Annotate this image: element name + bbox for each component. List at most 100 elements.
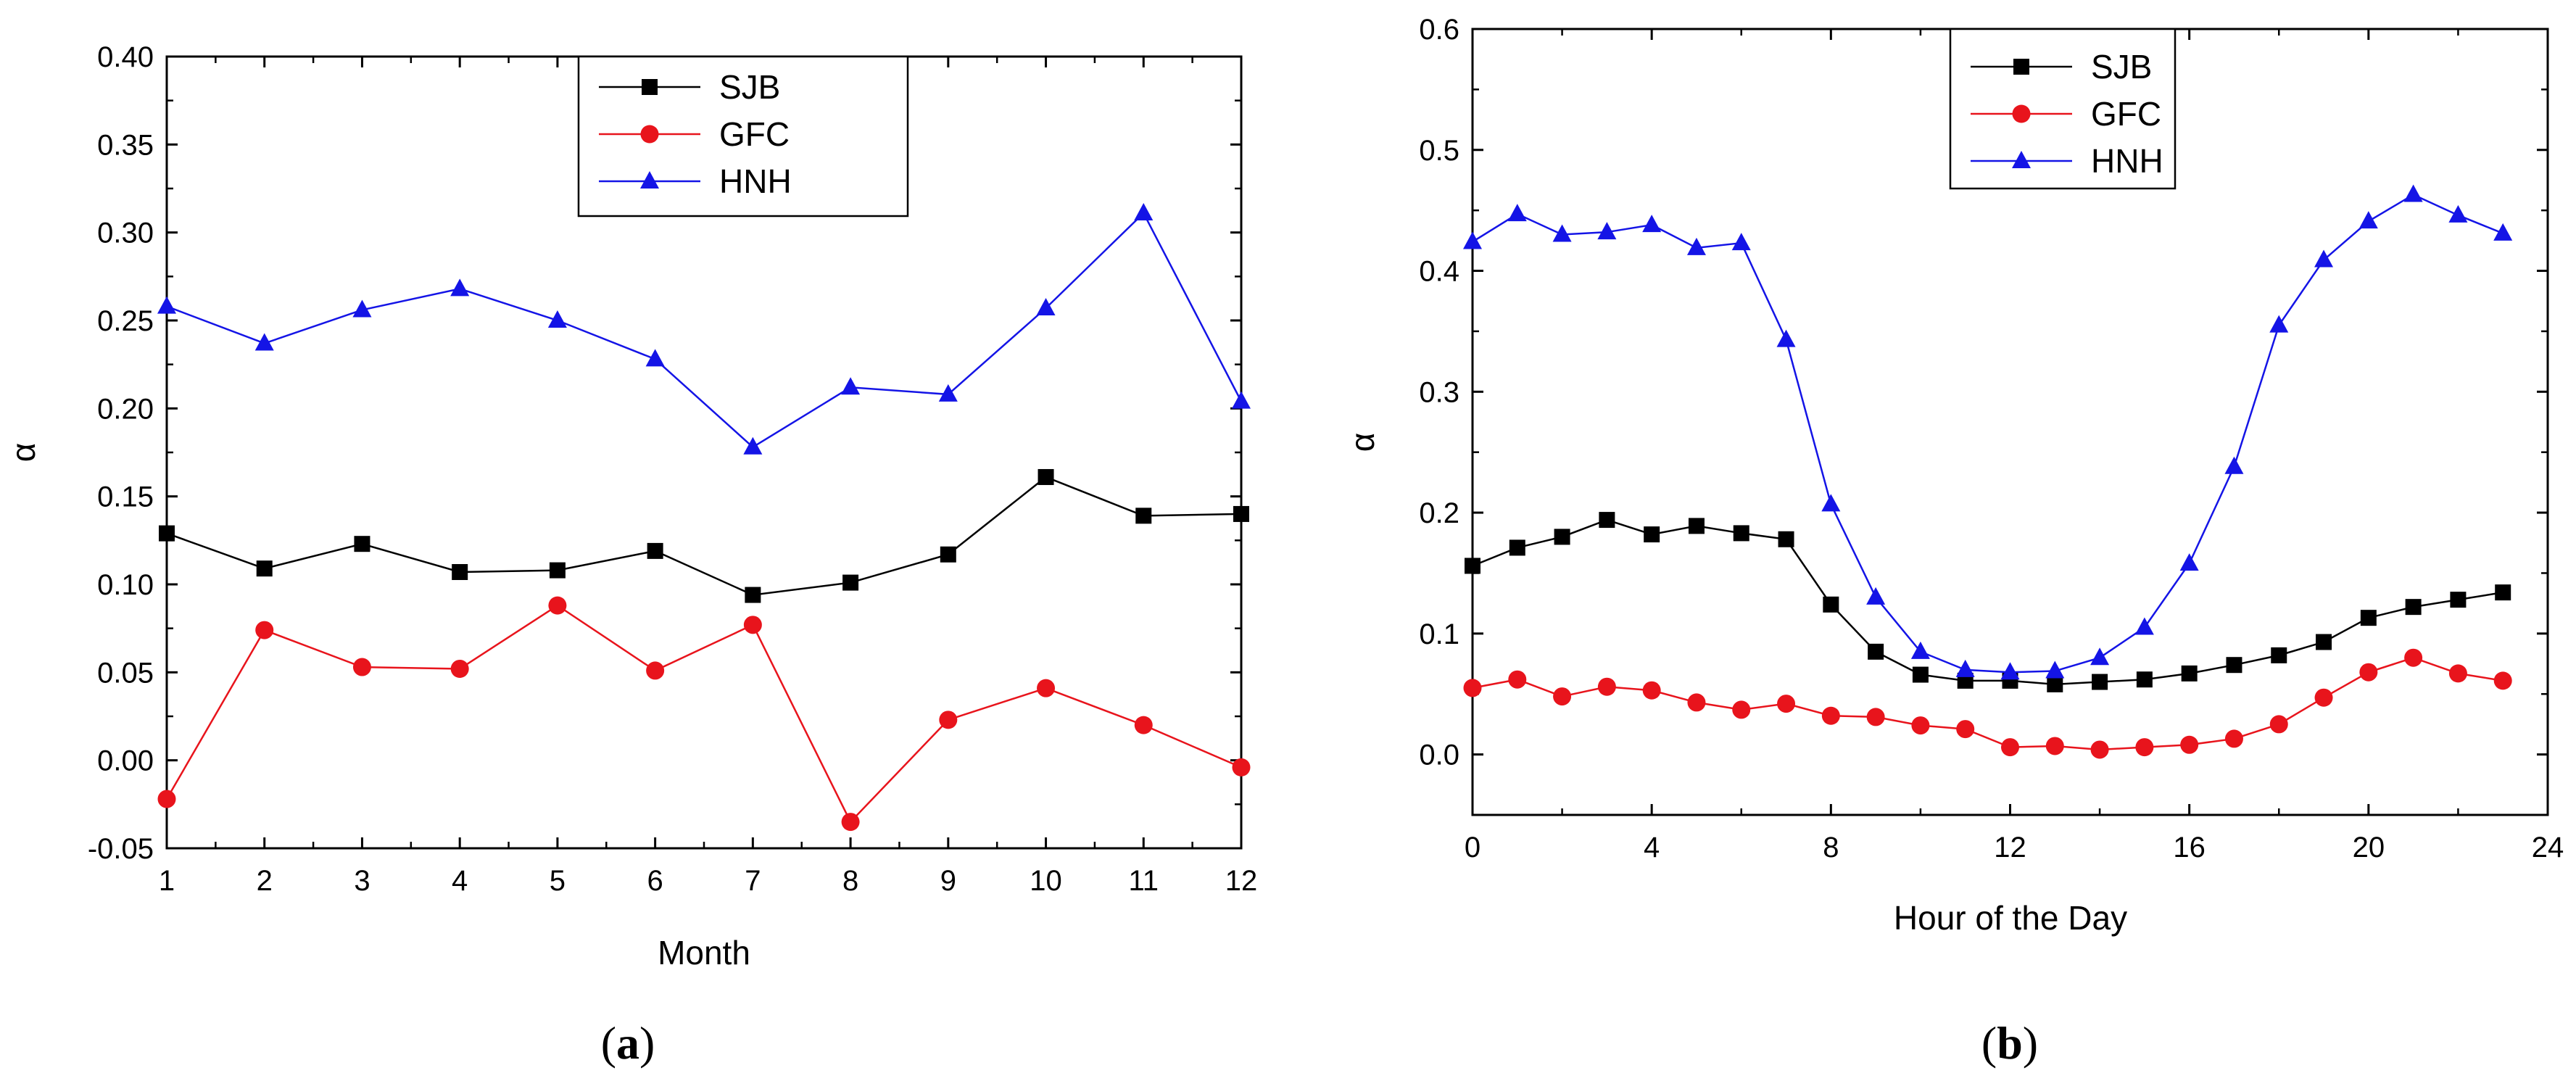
data-point-gfc	[1597, 677, 1616, 696]
panel-label-part: )	[2023, 1017, 2038, 1069]
chart-panel-b: 0.0 0.1 0.2 0.3 0.4 0.5 0.6 0 4 8 12 16 20 24 SJB GFC HN…	[1343, 14, 2564, 1069]
y-tick-label: 0.35	[97, 129, 154, 161]
x-tick-label: 20	[2353, 832, 2385, 863]
legend-label: SJB	[2091, 48, 2152, 86]
y-tick-label: 0.1	[1419, 618, 1459, 650]
y-tick-label: 0.05	[97, 657, 154, 689]
data-point-gfc	[841, 813, 860, 832]
legend: SJB GFC HNH	[577, 55, 909, 218]
data-point-hnh	[1507, 204, 1527, 222]
data-point-sjb	[1135, 508, 1152, 524]
y-tick-label: 0.0	[1419, 740, 1459, 771]
data-point-hnh	[2448, 204, 2468, 223]
data-point-gfc	[2314, 688, 2333, 707]
y-tick-label: 0.4	[1419, 256, 1459, 288]
panel-label-part: (	[601, 1017, 616, 1069]
data-point-gfc	[255, 621, 274, 639]
series-sjb	[159, 468, 1249, 603]
series-line-hnh	[1472, 194, 2503, 674]
data-point-gfc	[743, 616, 762, 634]
data-point-hnh	[1463, 231, 1482, 249]
x-tick-label: 7	[745, 865, 761, 897]
data-point-sjb	[549, 562, 566, 579]
y-tick-label: 0.5	[1419, 135, 1459, 167]
data-point-hnh	[2314, 249, 2334, 268]
data-point-sjb	[2316, 634, 2332, 650]
data-point-gfc	[1508, 670, 1527, 689]
panel-label-part: )	[639, 1017, 655, 1069]
legend-label: GFC	[719, 115, 790, 153]
y-tick-label: 0.2	[1419, 497, 1459, 529]
data-point-gfc	[2448, 664, 2467, 683]
y-axis-label: α	[1343, 433, 1381, 452]
series-gfc	[1463, 648, 2512, 759]
data-point-gfc	[1866, 708, 1885, 726]
data-point-gfc	[548, 596, 567, 615]
data-point-hnh	[2000, 662, 2020, 680]
data-point-sjb	[2092, 674, 2108, 690]
data-point-hnh	[2403, 184, 2423, 202]
legend-marker-hnh	[2012, 151, 2031, 168]
y-axis-label: α	[4, 443, 42, 463]
y-tick-label: -0.05	[88, 833, 154, 865]
data-point-sjb	[1823, 596, 1839, 613]
data-point-hnh	[2358, 211, 2378, 229]
series-line-gfc	[165, 604, 1242, 824]
data-point-sjb	[256, 560, 273, 577]
data-point-gfc	[352, 658, 371, 676]
data-point-gfc	[1821, 706, 1840, 725]
data-point-sjb	[2271, 647, 2287, 663]
data-point-gfc	[1911, 716, 1930, 735]
chart-panel-a: -0.05 0.00 0.05 0.10 0.15 0.20 0.25 0.30 0.35 0.4…	[4, 41, 1257, 1069]
legend-label: HNH	[719, 162, 792, 200]
legend-marker-gfc	[640, 125, 659, 144]
series-hnh	[1463, 184, 2513, 680]
y-tick-label: 0.40	[97, 41, 154, 73]
data-point-hnh	[2269, 315, 2289, 333]
panel-label-part: a	[616, 1017, 639, 1069]
legend: SJB GFC HNH	[1949, 28, 2177, 190]
x-tick-label: 8	[842, 865, 858, 897]
data-point-sjb	[1465, 558, 1480, 574]
legend-label: GFC	[2091, 95, 2161, 133]
data-point-hnh	[1910, 641, 1930, 659]
data-point-gfc	[1956, 720, 1975, 739]
data-point-gfc	[1553, 687, 1572, 706]
data-point-sjb	[842, 574, 859, 591]
y-tick-label: 0.10	[97, 569, 154, 601]
x-tick-label: 8	[1823, 832, 1839, 863]
data-point-gfc	[1463, 679, 1482, 697]
data-point-gfc	[2359, 663, 2378, 682]
data-point-hnh	[352, 299, 372, 318]
data-point-sjb	[1868, 643, 1884, 660]
data-point-gfc	[939, 711, 958, 729]
data-point-gfc	[1642, 681, 1661, 700]
y-tick-label: 0.00	[97, 745, 154, 777]
data-point-hnh	[2224, 456, 2244, 474]
series-line-hnh	[166, 211, 1243, 449]
data-point-sjb	[647, 542, 663, 559]
data-point-sjb	[1644, 526, 1660, 543]
x-tick-label: 16	[2173, 832, 2206, 863]
data-point-gfc	[157, 790, 176, 808]
data-point-hnh	[645, 349, 665, 367]
data-point-hnh	[1232, 391, 1251, 409]
y-tick-label: 0.15	[97, 481, 154, 513]
y-tick-label: 0.30	[97, 218, 154, 249]
data-point-hnh	[1731, 233, 1751, 251]
legend-marker-hnh	[640, 171, 659, 189]
x-tick-label: 9	[940, 865, 956, 897]
x-tick-label: 5	[550, 865, 566, 897]
y-tick-label: 0.6	[1419, 14, 1459, 46]
data-point-hnh	[743, 436, 763, 455]
series-sjb	[1465, 512, 2511, 692]
data-point-sjb	[1778, 531, 1794, 547]
panel-label: (b)	[1981, 1017, 2038, 1069]
series-line-sjb	[1472, 518, 2503, 686]
x-tick-label: 4	[1644, 832, 1660, 863]
x-tick-label: 12	[1994, 832, 2026, 863]
data-point-gfc	[2135, 738, 2154, 757]
legend-label: SJB	[719, 68, 780, 106]
data-point-gfc	[2493, 671, 2512, 690]
data-point-gfc	[1732, 700, 1751, 719]
